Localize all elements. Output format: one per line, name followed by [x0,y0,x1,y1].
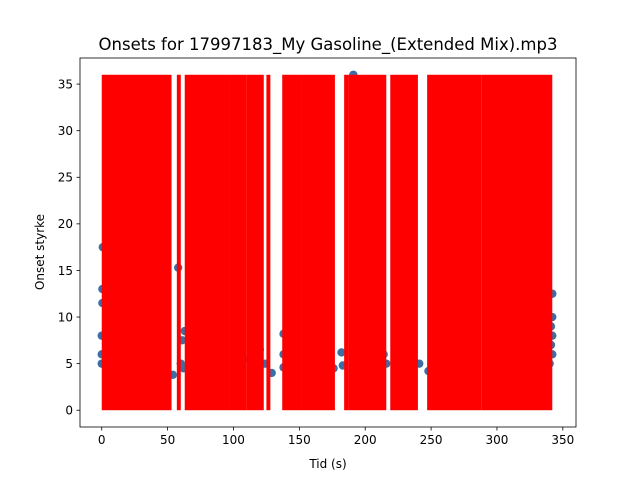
onset-line-band [176,74,181,411]
y-tick-label: 30 [58,124,73,138]
y-tick-label: 10 [58,310,73,324]
x-tick-label: 100 [222,433,245,447]
onset-line-band [427,74,482,411]
onset-line-band [101,74,172,411]
onset-line-band [390,74,418,411]
onset-line-band [344,74,349,411]
plot-area [97,70,557,411]
axes-frame [79,57,577,428]
x-tick-label: 300 [486,433,509,447]
onset-line-band [282,74,302,411]
onset-line-band [246,74,264,411]
x-tick-label: 0 [98,433,106,447]
y-tick-label: 5 [65,357,73,371]
x-axis-label: Tid (s) [308,457,346,471]
y-axis-label: Onset styrke [33,214,47,290]
x-tick-label: 350 [551,433,574,447]
y-tick-label: 0 [65,404,73,418]
y-tick-label: 15 [58,264,73,278]
y-tick-label: 25 [58,171,73,185]
onset-point [337,348,346,357]
onset-line-band [184,74,230,411]
onset-line-band [301,74,335,411]
x-tick-label: 50 [160,433,175,447]
y-tick-label: 20 [58,217,73,231]
x-tick-label: 200 [354,433,377,447]
x-tick-label: 150 [288,433,311,447]
chart-title: Onsets for 17997183_My Gasoline_(Extende… [99,35,558,55]
onset-line-band [229,74,247,411]
onset-line-band [266,74,271,411]
y-tick-label: 35 [58,77,73,91]
onset-line-band [348,74,387,411]
onset-line-band [481,74,553,411]
x-tick-label: 250 [420,433,443,447]
axes: 0 50 100 150 200 250 300 350 0 5 10 15 20 25 30 35 [58,57,577,447]
